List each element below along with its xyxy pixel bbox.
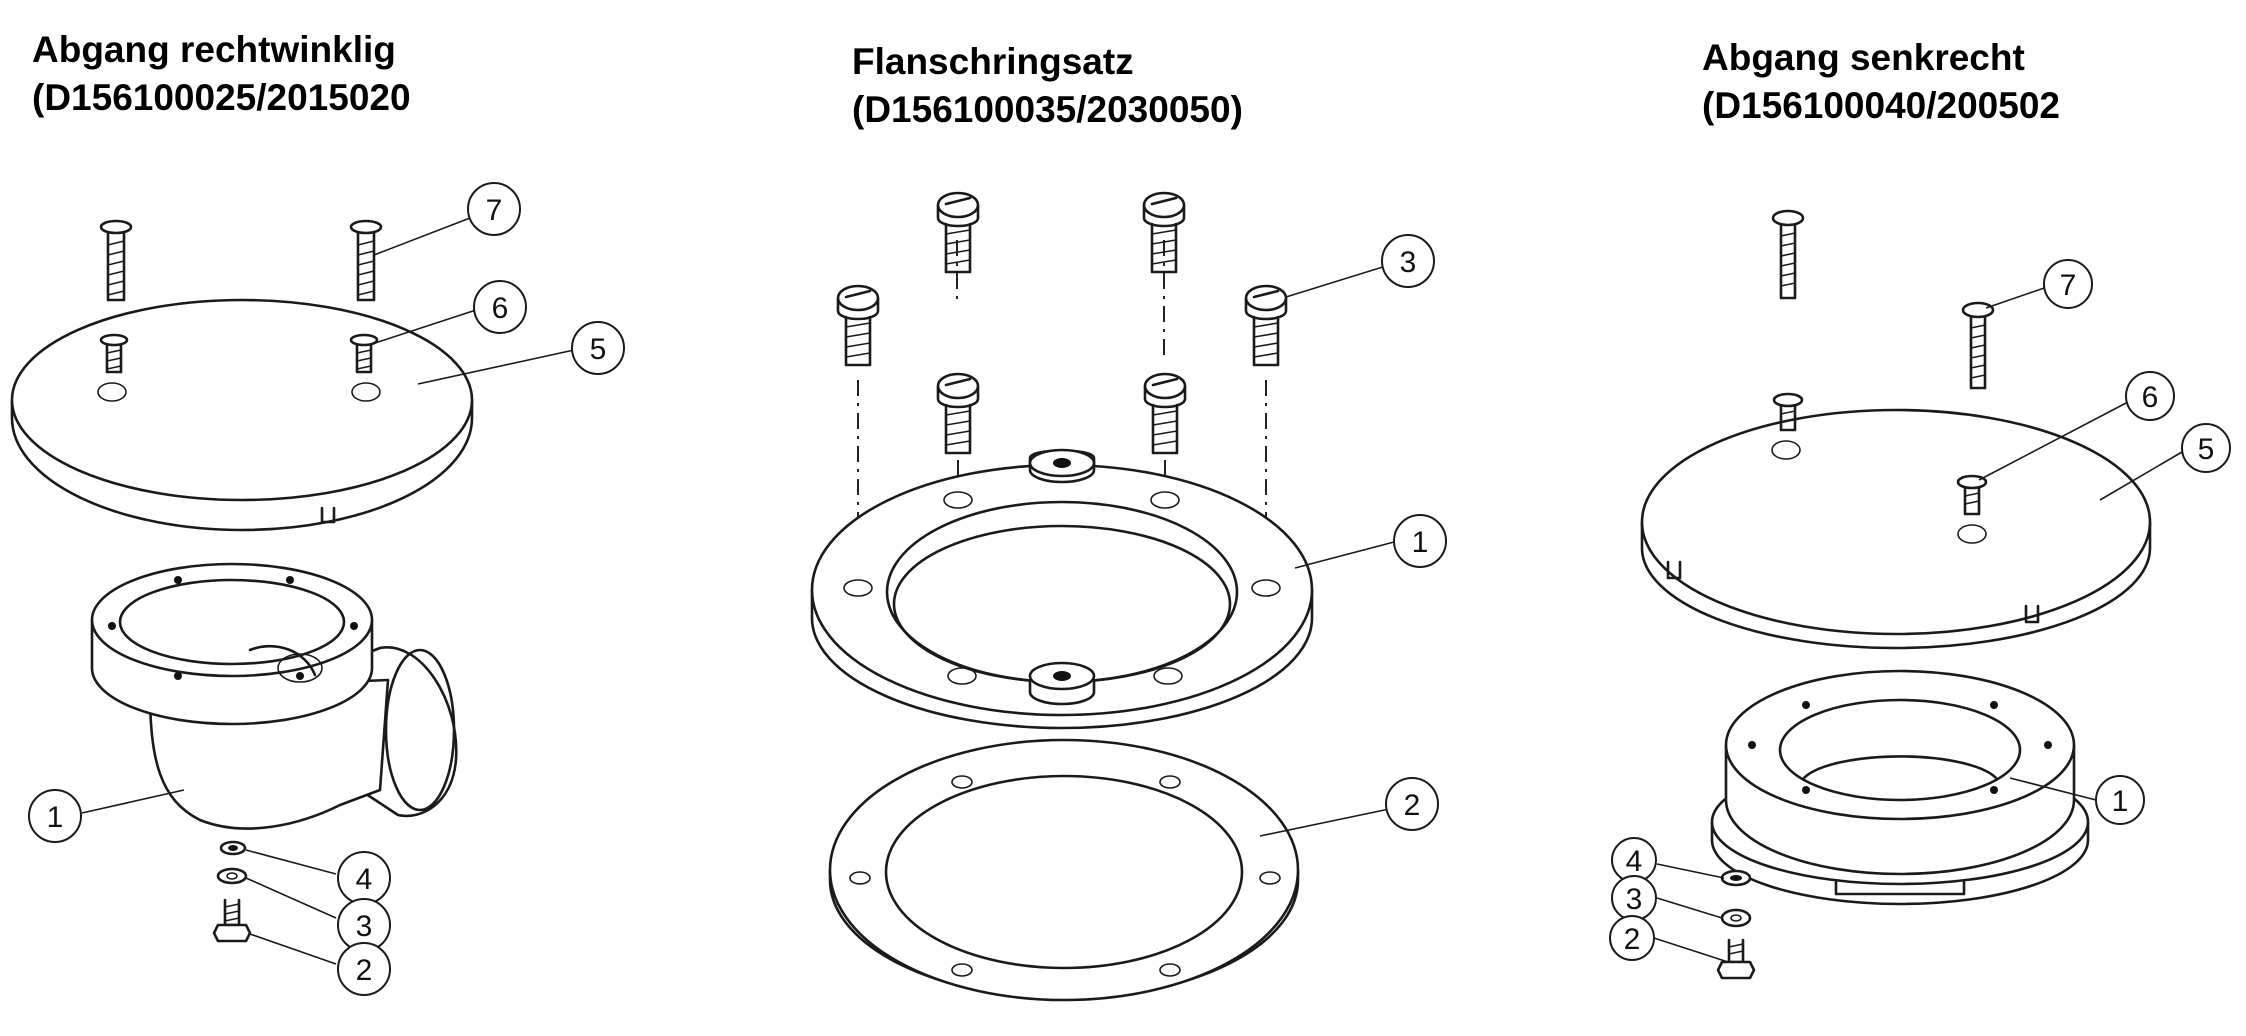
callout-middle-1: 1 (1393, 514, 1447, 568)
title-line-2: (D156100040/200502 (1702, 85, 2060, 126)
short-screw (1772, 392, 1804, 432)
title-line-2: (D156100035/2030050) (852, 89, 1243, 130)
lock-washer (1720, 869, 1752, 887)
svg-text:2: 2 (356, 954, 373, 987)
left-exploded-view (10, 217, 575, 965)
callout-left-5: 5 (571, 321, 625, 375)
svg-text:2: 2 (1624, 923, 1641, 956)
svg-text:3: 3 (1626, 883, 1643, 916)
gasket-ring (828, 738, 1300, 1002)
slotted-screw (936, 372, 980, 455)
svg-text:6: 6 (492, 292, 509, 325)
panel-title-flange-ring-set: Flanschringsatz (D156100035/2030050) (852, 38, 1243, 134)
title-line-1: Flanschringsatz (852, 41, 1134, 82)
flat-washer (1720, 908, 1752, 928)
title-line-1: Abgang senkrecht (1702, 37, 2025, 78)
callout-right-6: 6 (2125, 371, 2175, 421)
short-screw (1956, 474, 1988, 516)
callout-left-4: 4 (337, 851, 391, 905)
panel-title-right-angle-outlet: Abgang rechtwinklig (D156100025/2015020 (32, 26, 411, 122)
svg-text:7: 7 (486, 194, 503, 227)
long-screw (349, 219, 383, 302)
callout-left-7: 7 (467, 182, 521, 236)
svg-text:1: 1 (1412, 526, 1429, 559)
hex-bolt (212, 898, 252, 943)
callout-right-7: 7 (2043, 259, 2093, 309)
callout-right-2: 2 (1609, 915, 1655, 961)
callout-right-5: 5 (2181, 423, 2231, 473)
callout-right-1: 1 (2095, 775, 2145, 825)
svg-text:1: 1 (47, 801, 64, 834)
short-screw (349, 333, 379, 374)
svg-text:3: 3 (1400, 246, 1417, 279)
callout-right-3: 3 (1611, 875, 1657, 921)
right-exploded-view (1640, 209, 2183, 980)
svg-text:1: 1 (2112, 785, 2129, 818)
svg-text:7: 7 (2060, 269, 2077, 302)
svg-text:3: 3 (356, 910, 373, 943)
cover-plate (1640, 408, 2152, 650)
slotted-screw (836, 284, 880, 367)
long-screw (1961, 301, 1995, 390)
middle-exploded-view (810, 191, 1395, 1002)
hex-bolt (1716, 938, 1756, 980)
flat-washer (216, 867, 248, 885)
callout-middle-2: 2 (1385, 777, 1439, 831)
short-screw (99, 333, 129, 374)
callout-left-2: 2 (337, 942, 391, 996)
svg-text:5: 5 (590, 333, 607, 366)
svg-text:4: 4 (356, 863, 373, 896)
right-angle-outlet-body (90, 562, 458, 830)
slotted-screw (936, 191, 980, 274)
long-screw (99, 219, 133, 302)
slotted-screw (1244, 284, 1288, 367)
panel-title-vertical-outlet: Abgang senkrecht (D156100040/200502 (1702, 34, 2060, 130)
svg-text:6: 6 (2142, 381, 2159, 414)
flange-ring (810, 448, 1314, 730)
svg-text:4: 4 (1626, 845, 1643, 878)
callout-left-1: 1 (28, 789, 82, 843)
slotted-screw (1142, 191, 1186, 274)
slotted-screw (1143, 372, 1187, 455)
lock-washer (219, 840, 247, 856)
vertical-outlet-body (1710, 669, 2090, 906)
title-line-1: Abgang rechtwinklig (32, 29, 396, 70)
callout-middle-3: 3 (1381, 234, 1435, 288)
svg-text:2: 2 (1404, 789, 1421, 822)
title-line-2: (D156100025/2015020 (32, 77, 411, 118)
callout-left-6: 6 (473, 280, 527, 334)
long-screw (1771, 209, 1805, 300)
svg-text:5: 5 (2198, 433, 2215, 466)
